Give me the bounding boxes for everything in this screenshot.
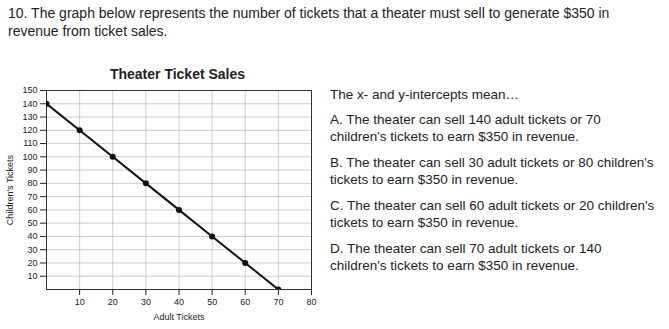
svg-text:10: 10 <box>27 271 37 281</box>
svg-text:Children's Tickets: Children's Tickets <box>5 154 15 225</box>
html-text:10. The graph below represents: 10. The graph below represents the numbe… <box>8 5 610 39</box>
svg-text:70: 70 <box>27 192 37 202</box>
svg-text:70: 70 <box>273 297 283 307</box>
html-text:The x- and y-intercepts mean…: The x- and y-intercepts mean… <box>330 87 520 102</box>
svg-text:90: 90 <box>27 165 37 175</box>
svg-text:80: 80 <box>306 297 316 307</box>
html-text:A. The theater can sell 140 ad: A. The theater can sell 140 adult ticket… <box>330 112 601 144</box>
svg-text:50: 50 <box>27 218 37 228</box>
svg-text:140: 140 <box>22 99 37 109</box>
svg-text:60: 60 <box>240 297 250 307</box>
svg-text:130: 130 <box>22 112 37 122</box>
svg-text:30: 30 <box>141 297 151 307</box>
svg-text:120: 120 <box>22 125 37 135</box>
svg-text:150: 150 <box>22 85 37 95</box>
html-text:B. The theater can sell 30 adu: B. The theater can sell 30 adult tickets… <box>330 155 654 187</box>
svg-text:60: 60 <box>27 205 37 215</box>
svg-text:80: 80 <box>27 178 37 188</box>
svg-text:20: 20 <box>108 297 118 307</box>
svg-text:10: 10 <box>75 297 85 307</box>
html-text:Theater Ticket Sales: Theater Ticket Sales <box>109 66 246 82</box>
svg-text:50: 50 <box>207 297 217 307</box>
svg-text:100: 100 <box>22 152 37 162</box>
svg-text:40: 40 <box>27 231 37 241</box>
svg-text:20: 20 <box>27 258 37 268</box>
svg-text:40: 40 <box>174 297 184 307</box>
html-text:D. The theater can sell 70 adu: D. The theater can sell 70 adult tickets… <box>330 241 602 273</box>
html-text:C. The theater can sell 60 adu: C. The theater can sell 60 adult tickets… <box>330 198 655 230</box>
svg-text:110: 110 <box>23 138 37 148</box>
svg-text:30: 30 <box>27 245 37 255</box>
svg-text:Adult Tickets: Adult Tickets <box>153 312 205 322</box>
